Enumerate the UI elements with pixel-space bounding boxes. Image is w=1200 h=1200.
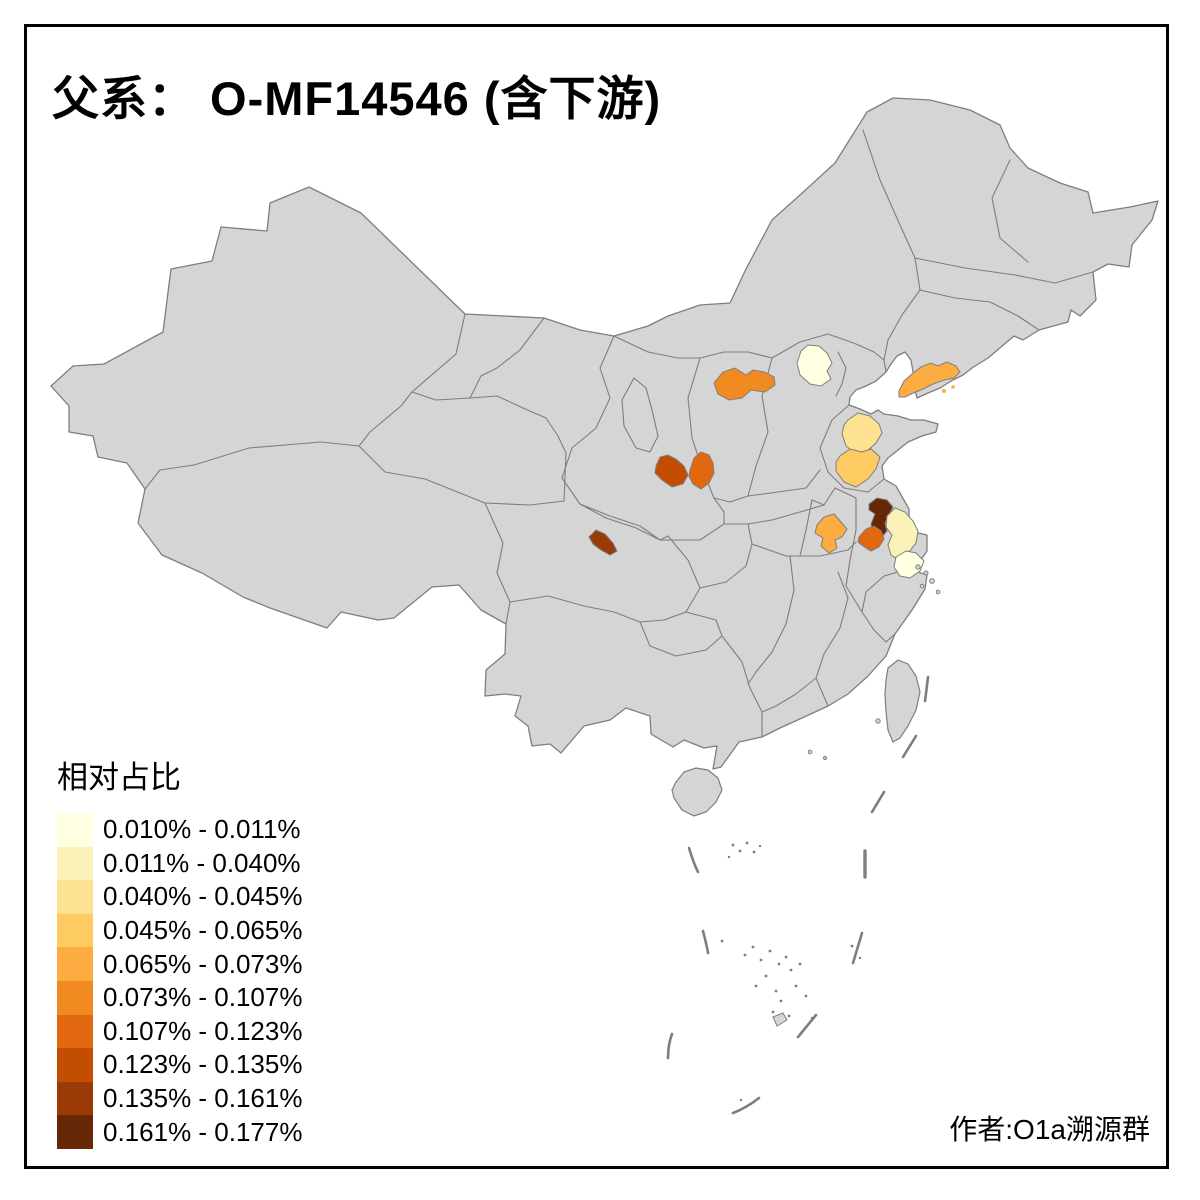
nine-dash-line	[666, 675, 930, 1115]
legend-row: 0.135% - 0.161%	[57, 1081, 303, 1116]
legend-label: 0.011% - 0.040%	[103, 847, 301, 878]
legend-row: 0.107% - 0.123%	[57, 1014, 303, 1049]
taiwan-island	[884, 659, 921, 743]
plot-frame	[24, 24, 1169, 1169]
region-north-shanxi	[713, 367, 776, 401]
region-beijing	[796, 344, 833, 387]
region-shandong-north	[841, 412, 883, 454]
legend-row: 0.045% - 0.065%	[57, 913, 303, 948]
legend-label: 0.045% - 0.065%	[103, 915, 303, 946]
region-dalian-islet	[942, 389, 946, 393]
legend-label: 0.135% - 0.161%	[103, 1083, 303, 1114]
legend: 相对占比 0.010% - 0.011% 0.011% - 0.040% 0.0…	[57, 752, 302, 1149]
legend-label: 0.065% - 0.073%	[103, 948, 303, 979]
region-dalian-islet	[951, 385, 955, 389]
province-boundaries	[144, 129, 1094, 738]
legend-swatch	[57, 1115, 93, 1149]
region-anhui	[814, 513, 848, 554]
region-jiangsu-palest	[893, 550, 925, 579]
legend-row: 0.123% - 0.135%	[57, 1048, 302, 1082]
legend-swatch	[57, 1081, 93, 1116]
legend-swatch	[57, 1048, 93, 1082]
legend-swatch	[57, 947, 93, 981]
region-dalian	[898, 361, 961, 398]
legend-swatch	[57, 980, 93, 1015]
mainland-china-shape	[50, 97, 1159, 770]
legend-swatch	[57, 813, 93, 847]
legend-title: 相对占比	[57, 760, 181, 795]
legend-swatch	[57, 913, 93, 948]
legend-label: 0.040% - 0.045%	[103, 881, 303, 912]
legend-row: 0.161% - 0.177%	[57, 1115, 302, 1149]
region-jiangsu-orange	[857, 525, 885, 552]
legend-row: 0.073% - 0.107%	[57, 980, 303, 1015]
legend-row: 0.010% - 0.011%	[57, 813, 302, 847]
legend-label: 0.161% - 0.177%	[103, 1116, 303, 1147]
legend-swatch	[57, 880, 93, 914]
spratly-islet	[772, 1012, 788, 1027]
region-north-shaanxi	[654, 454, 689, 488]
region-sichuan	[588, 529, 618, 556]
region-shandong-southwest	[835, 448, 881, 488]
legend-row: 0.011% - 0.040%	[57, 846, 302, 881]
legend-swatch	[57, 1014, 93, 1049]
hainan-island	[671, 767, 723, 817]
south-china-sea-islets	[720, 841, 862, 1102]
region-west-shanxi	[688, 451, 715, 490]
legend-row: 0.065% - 0.073%	[57, 947, 302, 981]
author-credit: 作者:O1a溯源群	[949, 1114, 1150, 1145]
legend-row: 0.040% - 0.045%	[57, 880, 302, 914]
chart-title: 父系： O-MF14546 (含下游)	[52, 72, 662, 125]
legend-label: 0.073% - 0.107%	[103, 982, 303, 1013]
legend-label: 0.010% - 0.011%	[103, 814, 301, 845]
legend-swatch	[57, 846, 93, 881]
legend-label: 0.107% - 0.123%	[103, 1015, 303, 1046]
coastal-islets	[807, 564, 941, 760]
legend-label: 0.123% - 0.135%	[103, 1049, 303, 1080]
